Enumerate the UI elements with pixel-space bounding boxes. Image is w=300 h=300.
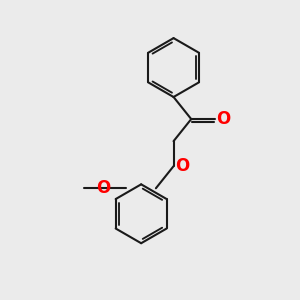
Text: O: O	[216, 110, 230, 128]
Text: O: O	[175, 157, 189, 175]
Text: O: O	[96, 179, 110, 197]
